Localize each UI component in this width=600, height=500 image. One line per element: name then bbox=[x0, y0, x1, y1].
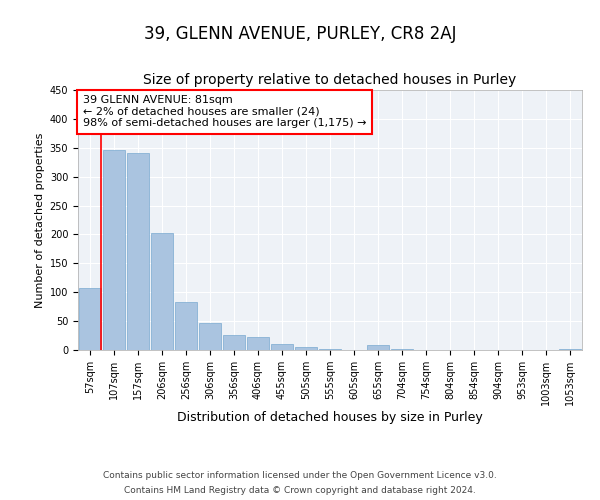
Bar bbox=[223, 335, 245, 350]
Bar bbox=[199, 324, 221, 350]
Text: 39, GLENN AVENUE, PURLEY, CR8 2AJ: 39, GLENN AVENUE, PURLEY, CR8 2AJ bbox=[144, 25, 456, 43]
Bar bbox=[151, 234, 173, 350]
Text: Contains HM Land Registry data © Crown copyright and database right 2024.: Contains HM Land Registry data © Crown c… bbox=[124, 486, 476, 495]
Bar bbox=[103, 150, 125, 350]
Bar bbox=[175, 302, 197, 350]
Bar bbox=[247, 336, 269, 350]
Bar bbox=[319, 349, 341, 350]
Text: Contains public sector information licensed under the Open Government Licence v3: Contains public sector information licen… bbox=[103, 471, 497, 480]
X-axis label: Distribution of detached houses by size in Purley: Distribution of detached houses by size … bbox=[177, 410, 483, 424]
Bar bbox=[559, 349, 581, 350]
Bar bbox=[271, 344, 293, 350]
Title: Size of property relative to detached houses in Purley: Size of property relative to detached ho… bbox=[143, 74, 517, 88]
Bar bbox=[79, 288, 101, 350]
Bar bbox=[367, 346, 389, 350]
Y-axis label: Number of detached properties: Number of detached properties bbox=[35, 132, 46, 308]
Text: 39 GLENN AVENUE: 81sqm
← 2% of detached houses are smaller (24)
98% of semi-deta: 39 GLENN AVENUE: 81sqm ← 2% of detached … bbox=[83, 95, 367, 128]
Bar bbox=[127, 153, 149, 350]
Bar bbox=[295, 347, 317, 350]
